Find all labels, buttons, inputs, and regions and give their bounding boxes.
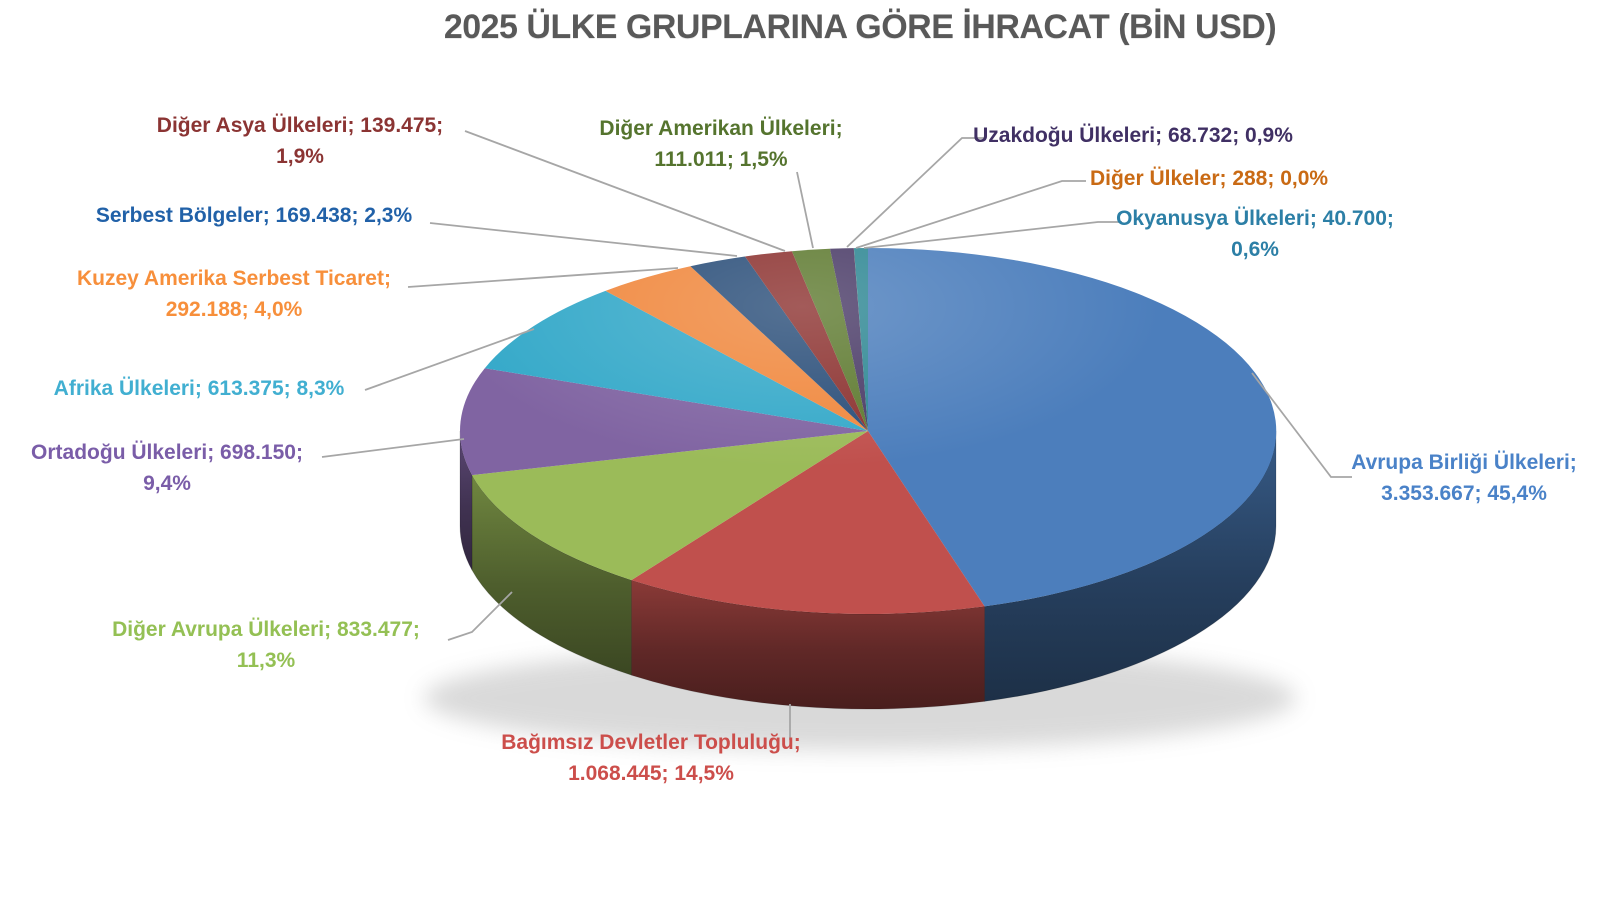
slice-label-line2: 3.353.667; 45,4% — [1381, 482, 1547, 505]
slice-label-diger-asya-ulkeleri: Diğer Asya Ülkeleri; 139.475; 1,9% — [126, 110, 474, 172]
leader-line-uzakdogu-ulkeleri — [846, 137, 985, 248]
slice-label-line1: Diğer Ülkeler; 288; 0,0% — [1089, 167, 1329, 190]
leader-line-okyanusya-ulkeleri — [863, 221, 1122, 249]
slice-label-line1: Avrupa Birliği Ülkeleri; — [1351, 451, 1577, 474]
slice-label-line1: Afrika Ülkeleri; 613.375; 8,3% — [53, 377, 345, 400]
slice-label-line1: Diğer Avrupa Ülkeleri; 833.477; — [112, 618, 420, 641]
slice-label-avrupa-birligi-ulkeleri: Avrupa Birliği Ülkeleri; 3.353.667; 45,4% — [1326, 447, 1600, 509]
slice-label-serbest-bolgeler: Serbest Bölgeler; 169.438; 2,3% — [82, 200, 426, 231]
slice-label-line2: 9,4% — [143, 472, 191, 495]
slice-label-line2: 1.068.445; 14,5% — [568, 762, 734, 785]
leader-line-diger-asya-ulkeleri — [464, 130, 786, 252]
slice-label-line2: 1,9% — [276, 145, 324, 168]
slice-label-line1: Uzakdoğu Ülkeleri; 68.732; 0,9% — [973, 124, 1293, 147]
slice-label-diger-ulkeler: Diğer Ülkeler; 288; 0,0% — [1066, 163, 1352, 194]
slice-label-line1: Diğer Asya Ülkeleri; 139.475; — [156, 114, 444, 137]
slice-label-line1: Kuzey Amerika Serbest Ticaret; — [77, 267, 391, 290]
leader-line-kuzey-amerika-serbest-ticaret — [407, 267, 679, 288]
leader-line-ortadogu-ulkeleri — [321, 438, 465, 458]
slice-label-line1: Ortadoğu Ülkeleri; 698.150; — [31, 441, 303, 464]
slice-label-diger-amerikan-ulkeleri: Diğer Amerikan Ülkeleri; 111.011; 1,5% — [577, 113, 865, 175]
leader-line-serbest-bolgeler — [429, 222, 738, 257]
slice-label-line1: Serbest Bölgeler; 169.438; 2,3% — [95, 204, 413, 227]
slice-label-afrika-ulkeleri: Afrika Ülkeleri; 613.375; 8,3% — [34, 373, 364, 404]
slice-label-bagimsiz-devletler-toplulugu: Bağımsız Devletler Topluluğu; 1.068.445; … — [477, 727, 825, 789]
leader-line-diger-amerikan-ulkeleri — [796, 171, 814, 249]
slice-label-line2: 11,3% — [236, 649, 296, 672]
slice-label-line2: 0,6% — [1231, 238, 1279, 261]
leader-line-afrika-ulkeleri — [364, 328, 535, 391]
slice-label-line1: Bağımsız Devletler Topluluğu; — [501, 731, 801, 754]
leader-line-diger-avrupa-ulkeleri — [447, 591, 513, 641]
pie-highlight — [460, 248, 1276, 614]
leader-line-diger-ulkeler — [855, 180, 1086, 249]
slice-label-diger-avrupa-ulkeleri: Diğer Avrupa Ülkeleri; 833.477; 11,3% — [92, 614, 440, 676]
chart-title: 2025 ÜLKE GRUPLARINA GÖRE İHRACAT (BİN U… — [443, 8, 1277, 46]
slice-label-line2: 111.011; 1,5% — [654, 148, 788, 171]
leader-line-avrupa-birligi-ulkeleri — [1251, 372, 1352, 478]
slice-label-okyanusya-ulkeleri: Okyanusya Ülkeleri; 40.700; 0,6% — [1096, 203, 1414, 265]
slice-label-uzakdogu-ulkeleri: Uzakdoğu Ülkeleri; 68.732; 0,9% — [957, 120, 1309, 151]
slice-label-kuzey-amerika-serbest-ticaret: Kuzey Amerika Serbest Ticaret; 292.188; 4… — [60, 263, 408, 325]
slice-label-ortadogu-ulkeleri: Ortadoğu Ülkeleri; 698.150; 9,4% — [14, 437, 320, 499]
slice-label-line2: 292.188; 4,0% — [165, 298, 303, 321]
slice-label-line1: Diğer Amerikan Ülkeleri; — [599, 117, 843, 140]
slice-label-line1: Okyanusya Ülkeleri; 40.700; — [1116, 207, 1394, 230]
